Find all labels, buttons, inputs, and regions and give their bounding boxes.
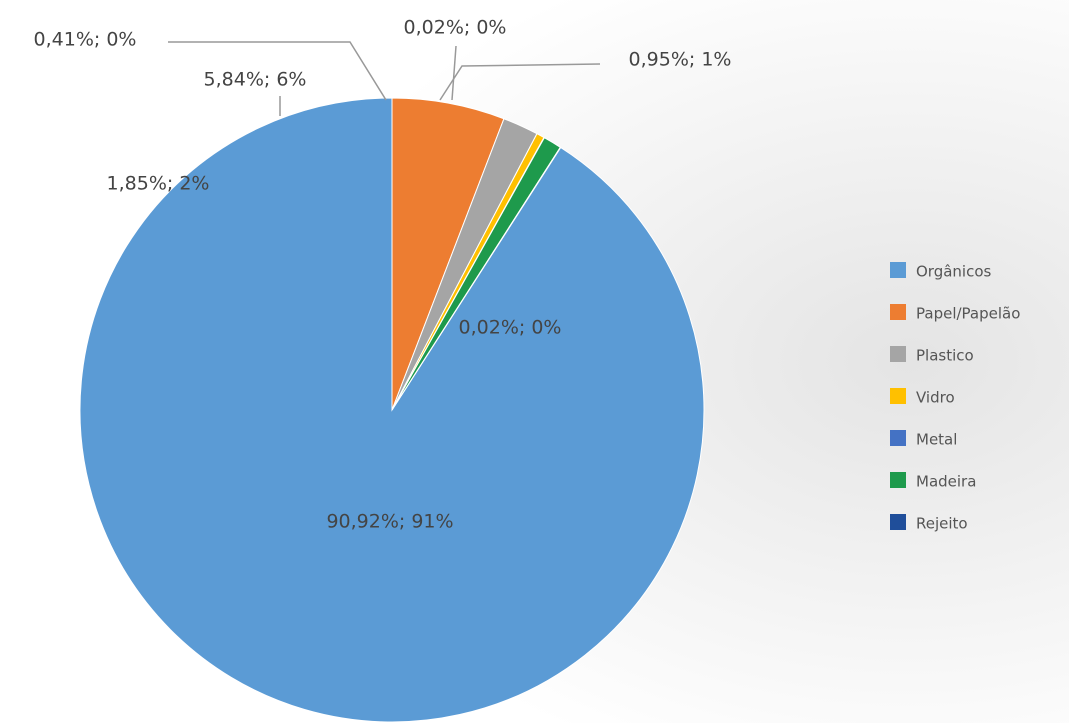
data-label: 0,41%; 0% xyxy=(34,29,137,51)
leader-lines xyxy=(168,41,601,116)
legend-swatch xyxy=(890,388,906,404)
legend-label: Vidro xyxy=(916,389,955,407)
legend-swatch xyxy=(890,514,906,530)
data-label: 0,02%; 0% xyxy=(404,17,507,39)
legend-label: Papel/Papelão xyxy=(916,305,1020,323)
data-label: 0,02%; 0% xyxy=(459,317,562,339)
legend-swatch xyxy=(890,472,906,488)
legend-swatch xyxy=(890,430,906,446)
data-label: 5,84%; 6% xyxy=(204,69,307,91)
pie-slice xyxy=(391,146,562,411)
legend-swatch xyxy=(890,346,906,362)
legend-label: Orgânicos xyxy=(916,263,992,281)
data-label: 1,85%; 2% xyxy=(107,173,210,195)
legend-label: Rejeito xyxy=(916,515,968,533)
legend-label: Plastico xyxy=(916,347,974,365)
data-label: 90,92%; 91% xyxy=(326,511,453,533)
legend-swatch xyxy=(890,304,906,320)
legend-swatch xyxy=(890,262,906,278)
legend-label: Metal xyxy=(916,431,957,449)
legend-label: Madeira xyxy=(916,473,976,491)
data-label: 0,95%; 1% xyxy=(629,49,732,71)
